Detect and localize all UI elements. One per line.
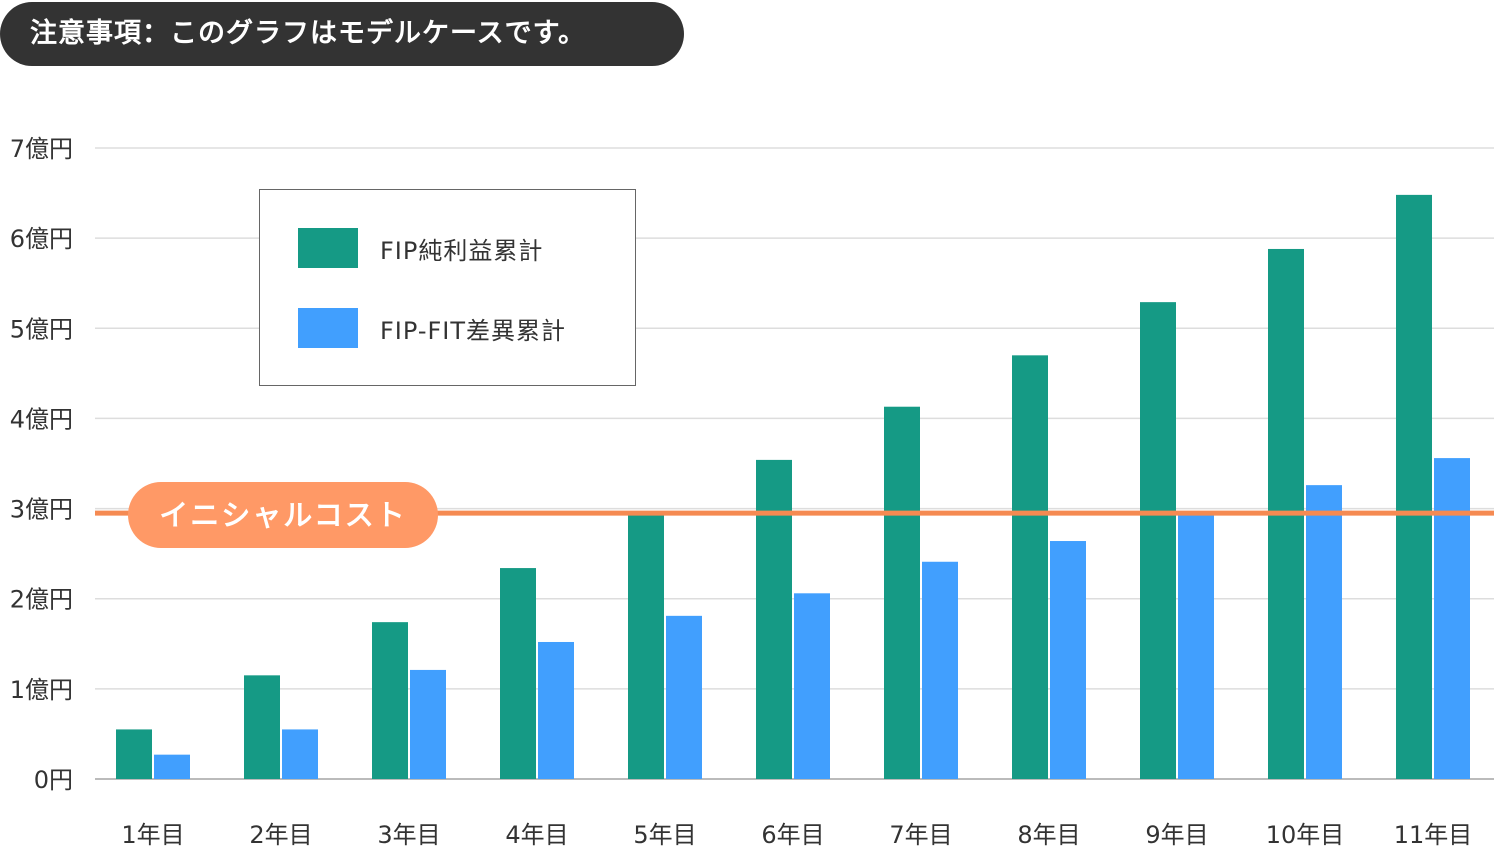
bar-fip-fit-diff <box>1434 458 1470 779</box>
bar-fip-profit <box>1396 194 1432 780</box>
bar-fip-fit-diff <box>154 754 190 779</box>
bar-fip-profit <box>884 406 920 779</box>
x-tick-label: 4年目 <box>505 821 568 849</box>
bar-fip-fit-diff <box>282 729 318 779</box>
legend-item-fip-profit: FIP純利益累計 <box>298 228 543 268</box>
legend-swatch <box>298 308 358 348</box>
legend-item-fip-fit-diff: FIP-FIT差異累計 <box>298 308 566 348</box>
x-tick-label: 9年目 <box>1145 821 1208 849</box>
initial-cost-label: イニシャルコスト <box>128 482 438 548</box>
x-tick-label: 6年目 <box>761 821 824 849</box>
x-tick-label: 11年目 <box>1394 821 1473 849</box>
y-tick-label: 2億円 <box>10 586 73 614</box>
x-tick-label: 1年目 <box>121 821 184 849</box>
x-tick-label: 3年目 <box>377 821 440 849</box>
notice-banner: 注意事項：このグラフはモデルケースです。 <box>0 2 684 66</box>
legend: FIP純利益累計 FIP-FIT差異累計 <box>259 189 636 386</box>
bar-fip-fit-diff <box>410 669 446 779</box>
x-tick-label: 5年目 <box>633 821 696 849</box>
legend-label: FIP-FIT差異累計 <box>380 316 567 345</box>
bar-fip-profit <box>1012 355 1048 779</box>
y-tick-label: 1億円 <box>10 676 73 704</box>
bar-fip-fit-diff <box>794 593 830 779</box>
bar-fip-profit <box>244 675 280 779</box>
x-tick-label: 2年目 <box>249 821 312 849</box>
y-tick-label: 5億円 <box>10 315 73 343</box>
bar-fip-profit <box>372 622 408 779</box>
bar-fip-profit <box>1140 302 1176 779</box>
x-tick-label: 10年目 <box>1266 821 1345 849</box>
bar-fip-profit <box>116 729 152 779</box>
legend-label: FIP純利益累計 <box>380 236 544 265</box>
bar-fip-fit-diff <box>666 615 702 779</box>
y-tick-label: 4億円 <box>10 405 73 433</box>
y-tick-label: 0円 <box>34 766 73 794</box>
x-tick-label: 8年目 <box>1017 821 1080 849</box>
bar-fip-fit-diff <box>1306 485 1342 779</box>
bar-fip-fit-diff <box>538 641 574 779</box>
y-tick-label: 7億円 <box>10 135 73 163</box>
bar-fip-fit-diff <box>922 561 958 779</box>
bar-fip-fit-diff <box>1178 513 1214 779</box>
y-tick-label: 3億円 <box>10 496 73 524</box>
bar-fip-profit <box>628 514 664 779</box>
y-tick-label: 6億円 <box>10 225 73 253</box>
bar-fip-fit-diff <box>1050 541 1086 779</box>
legend-swatch <box>298 228 358 268</box>
x-tick-label: 7年目 <box>889 821 952 849</box>
bar-fip-profit <box>756 459 792 779</box>
bar-fip-profit <box>500 568 536 779</box>
